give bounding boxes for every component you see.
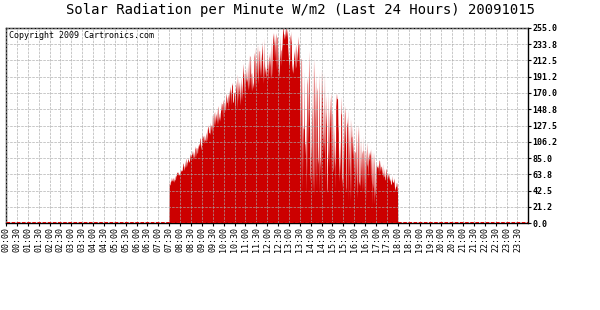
Text: Copyright 2009 Cartronics.com: Copyright 2009 Cartronics.com: [8, 31, 154, 40]
Text: Solar Radiation per Minute W/m2 (Last 24 Hours) 20091015: Solar Radiation per Minute W/m2 (Last 24…: [65, 3, 535, 17]
